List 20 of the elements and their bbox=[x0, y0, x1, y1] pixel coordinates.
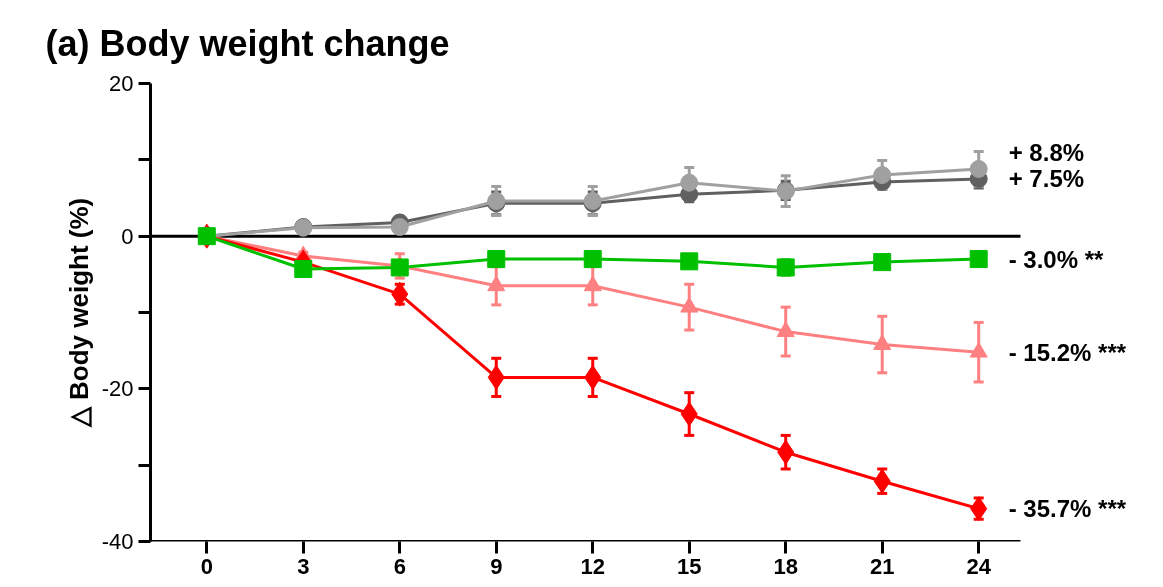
x-tick-label: 0 bbox=[200, 553, 213, 579]
x-tick-label: 24 bbox=[966, 553, 992, 579]
y-tick-label: -40 bbox=[101, 529, 134, 554]
x-tick-label: 6 bbox=[393, 553, 406, 579]
x-tick-label: 9 bbox=[490, 553, 503, 579]
x-tick-label: 12 bbox=[580, 553, 605, 579]
y-tick-label: -20 bbox=[101, 376, 134, 402]
annotation: + 7.5% bbox=[1008, 165, 1085, 193]
x-tick-label: 18 bbox=[773, 553, 798, 579]
y-tick-label: 0 bbox=[121, 223, 134, 249]
annotation: - 3.0% ** bbox=[1008, 245, 1105, 273]
chart-title: (a) Body weight change bbox=[45, 22, 450, 64]
y-axis-title: △ Body weight (%) bbox=[63, 197, 94, 429]
annotation: + 8.8% bbox=[1008, 138, 1085, 166]
x-tick-label: 15 bbox=[676, 553, 702, 579]
x-tick-label: 3 bbox=[297, 553, 310, 579]
annotation: - 15.2% *** bbox=[1008, 338, 1127, 366]
y-tick-label: 20 bbox=[109, 71, 134, 96]
annotation: - 35.7% *** bbox=[1008, 495, 1127, 523]
x-tick-label: 21 bbox=[869, 553, 895, 579]
